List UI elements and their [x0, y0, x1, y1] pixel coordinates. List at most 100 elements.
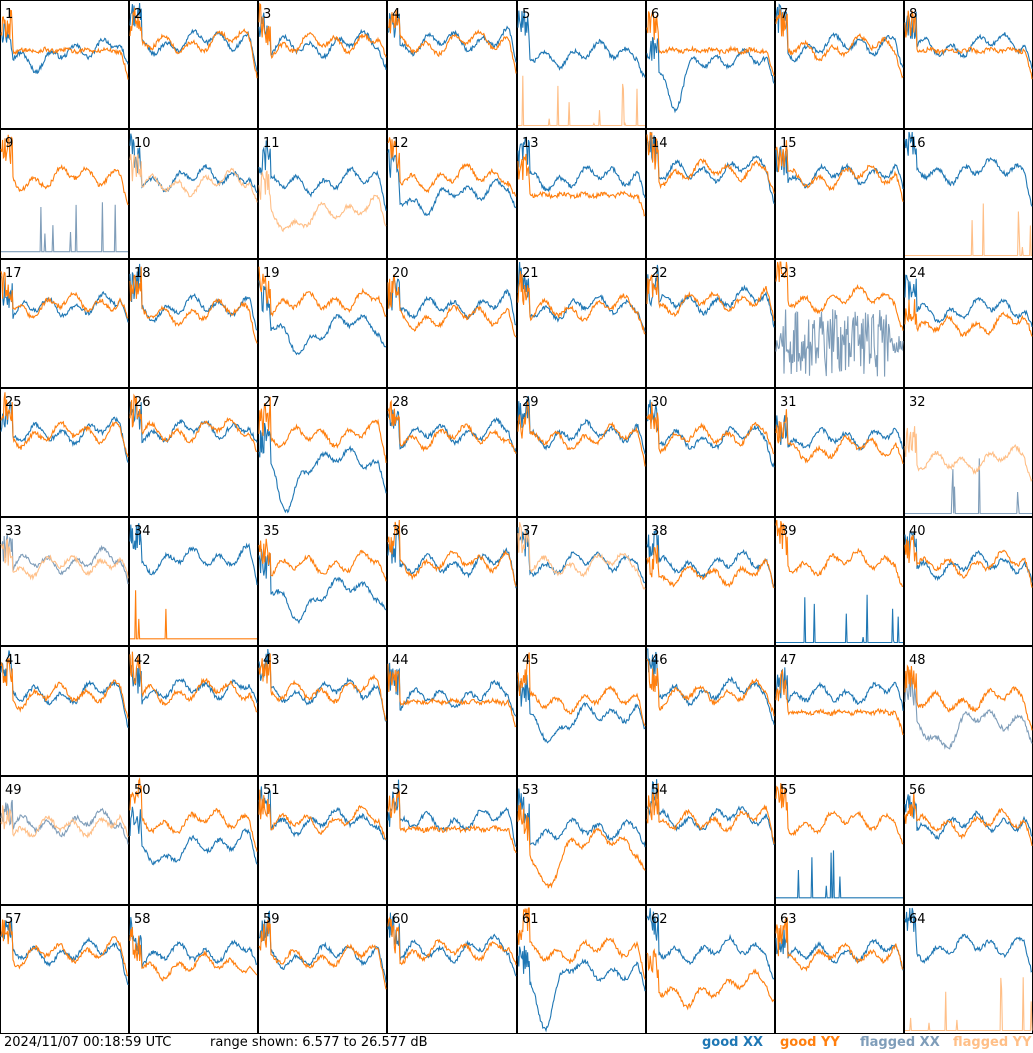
series-xx-42 — [129, 654, 258, 705]
series-xx-47 — [775, 667, 904, 711]
series-xx-55 — [776, 850, 903, 899]
series-yy-15 — [775, 140, 904, 202]
panel-frame — [517, 388, 646, 517]
panel-label: 32 — [909, 395, 926, 410]
range-text: range shown: 6.577 to 26.577 dB — [210, 1035, 428, 1050]
series-yy-47 — [775, 668, 904, 736]
panel-label: 6 — [651, 7, 659, 22]
legend-good-yy: good YY — [780, 1035, 840, 1050]
series-xx-25 — [0, 402, 129, 463]
series-yy-22 — [646, 274, 775, 321]
series-xx-31 — [775, 415, 904, 452]
panel-label: 15 — [780, 136, 797, 151]
series-yy-16 — [905, 203, 1032, 257]
panel-58: 58 — [129, 905, 258, 1034]
series-yy-61 — [517, 907, 646, 980]
panel-frame — [904, 388, 1033, 517]
series-xx-2 — [129, 2, 258, 73]
panel-frame — [258, 259, 387, 388]
panel-frame — [0, 905, 129, 1034]
panel-label: 51 — [263, 783, 280, 798]
series-yy-26 — [129, 393, 258, 453]
series-xx-57 — [0, 917, 129, 986]
panel-27: 27 — [258, 388, 387, 517]
panel-frame — [517, 129, 646, 259]
series-xx-14 — [646, 132, 775, 204]
panel-label: 19 — [263, 266, 280, 281]
series-yy-46 — [646, 658, 775, 717]
series-xx-3 — [258, 12, 387, 70]
panel-label: 8 — [909, 7, 917, 22]
series-yy-33 — [0, 538, 129, 581]
series-yy-39 — [775, 519, 903, 587]
series-xx-63 — [775, 929, 904, 971]
series-xx-37 — [517, 527, 646, 584]
panel-frame — [387, 646, 517, 776]
panel-44: 44 — [387, 646, 517, 776]
panel-frame — [129, 517, 258, 646]
series-xx-23 — [775, 309, 904, 377]
panel-label: 35 — [263, 524, 280, 539]
panel-frame — [387, 776, 517, 905]
series-xx-26 — [129, 398, 258, 444]
series-yy-55 — [775, 783, 904, 845]
panel-label: 24 — [909, 266, 926, 281]
panel-45: 45 — [517, 646, 646, 776]
series-xx-32 — [905, 458, 1032, 515]
series-yy-49 — [0, 805, 129, 839]
series-xx-60 — [387, 912, 517, 977]
panel-frame — [387, 0, 517, 129]
series-xx-21 — [517, 261, 646, 332]
panel-2: 2 — [129, 0, 258, 129]
panel-label: 60 — [392, 912, 409, 927]
panel-frame — [258, 646, 387, 776]
panel-frame — [904, 0, 1033, 129]
panel-label: 9 — [5, 136, 13, 151]
panel-63: 63 — [775, 905, 904, 1034]
series-yy-34 — [130, 590, 257, 640]
series-xx-30 — [646, 399, 775, 468]
panel-label: 20 — [392, 266, 409, 281]
series-xx-64 — [904, 907, 1033, 973]
panel-label: 61 — [522, 912, 539, 927]
series-xx-4 — [387, 13, 517, 63]
panel-label: 44 — [392, 653, 409, 668]
series-xx-40 — [904, 529, 1033, 583]
panel-40: 40 — [904, 517, 1033, 646]
panel-31: 31 — [775, 388, 904, 517]
series-xx-1 — [0, 19, 129, 75]
series-yy-57 — [0, 919, 129, 977]
series-yy-25 — [0, 392, 129, 458]
panel-label: 52 — [392, 783, 409, 798]
panel-33: 33 — [0, 517, 129, 646]
series-yy-32 — [904, 426, 1033, 483]
panel-10: 10 — [129, 129, 258, 259]
series-yy-29 — [517, 400, 646, 467]
series-yy-24 — [904, 299, 1033, 338]
series-xx-6 — [646, 37, 775, 114]
series-xx-44 — [387, 662, 517, 717]
series-yy-14 — [646, 131, 775, 194]
panel-label: 11 — [263, 136, 280, 151]
panel-25: 25 — [0, 388, 129, 517]
series-xx-7 — [775, 3, 904, 68]
series-yy-42 — [129, 651, 258, 713]
panel-label: 41 — [5, 653, 22, 668]
panel-frame — [646, 129, 775, 259]
panel-32: 32 — [904, 388, 1033, 517]
series-yy-51 — [258, 789, 387, 840]
panel-frame — [646, 646, 775, 776]
series-yy-11 — [258, 170, 387, 233]
panel-frame — [904, 905, 1033, 1034]
panel-5: 5 — [517, 0, 646, 129]
panel-frame — [129, 776, 258, 905]
series-yy-52 — [387, 790, 517, 854]
series-xx-54 — [646, 779, 775, 846]
series-xx-56 — [904, 794, 1033, 840]
panel-label: 53 — [522, 783, 539, 798]
panel-label: 47 — [780, 653, 797, 668]
panel-label: 63 — [780, 912, 797, 927]
panel-51: 51 — [258, 776, 387, 905]
panel-label: 2 — [134, 7, 142, 22]
